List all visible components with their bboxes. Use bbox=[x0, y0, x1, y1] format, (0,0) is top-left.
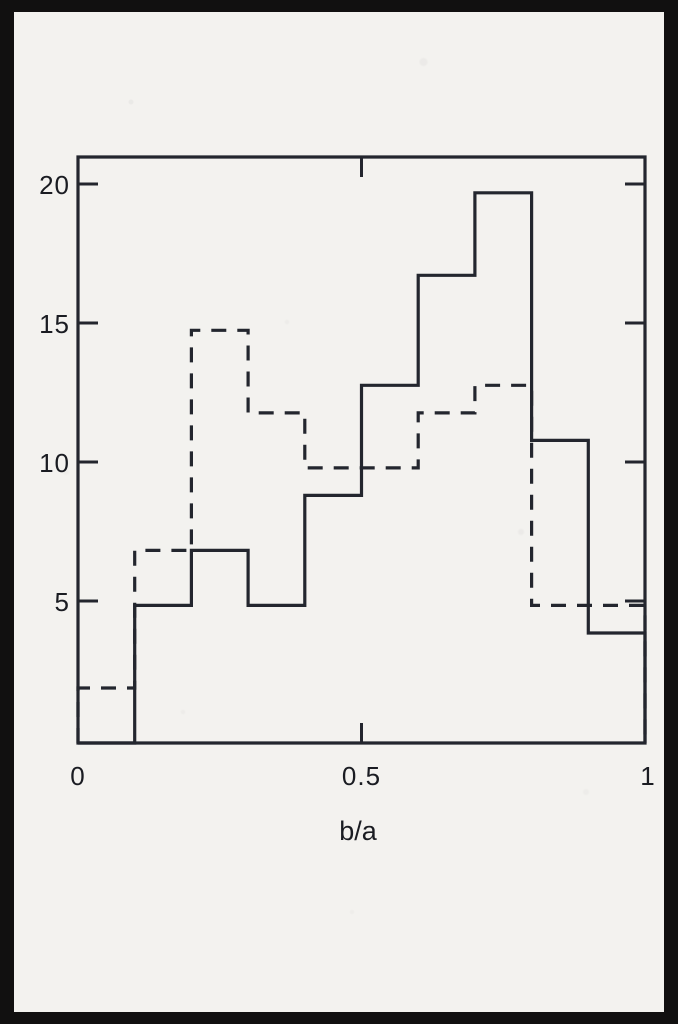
y-axis-label-10: 10 bbox=[39, 448, 70, 478]
x-axis-title: b/a bbox=[339, 816, 378, 846]
y-axis-label-5: 5 bbox=[55, 587, 70, 617]
photographic-plate: 20 15 10 5 0 0.5 1 b/a bbox=[14, 12, 664, 1012]
y-axis-label-15: 15 bbox=[39, 309, 70, 339]
x-axis-label-1: 1 bbox=[640, 761, 655, 791]
series-solid bbox=[78, 191, 647, 745]
y-axis-ticks-right bbox=[625, 182, 645, 603]
y-axis-label-20: 20 bbox=[39, 170, 70, 200]
histogram-plot: 20 15 10 5 0 0.5 1 b/a bbox=[39, 155, 655, 846]
y-axis-ticks bbox=[78, 182, 98, 603]
histogram-figure: 20 15 10 5 0 0.5 1 b/a bbox=[14, 12, 664, 1012]
x-axis-label-0: 0 bbox=[70, 761, 85, 791]
x-axis-label-0.5: 0.5 bbox=[342, 761, 381, 791]
